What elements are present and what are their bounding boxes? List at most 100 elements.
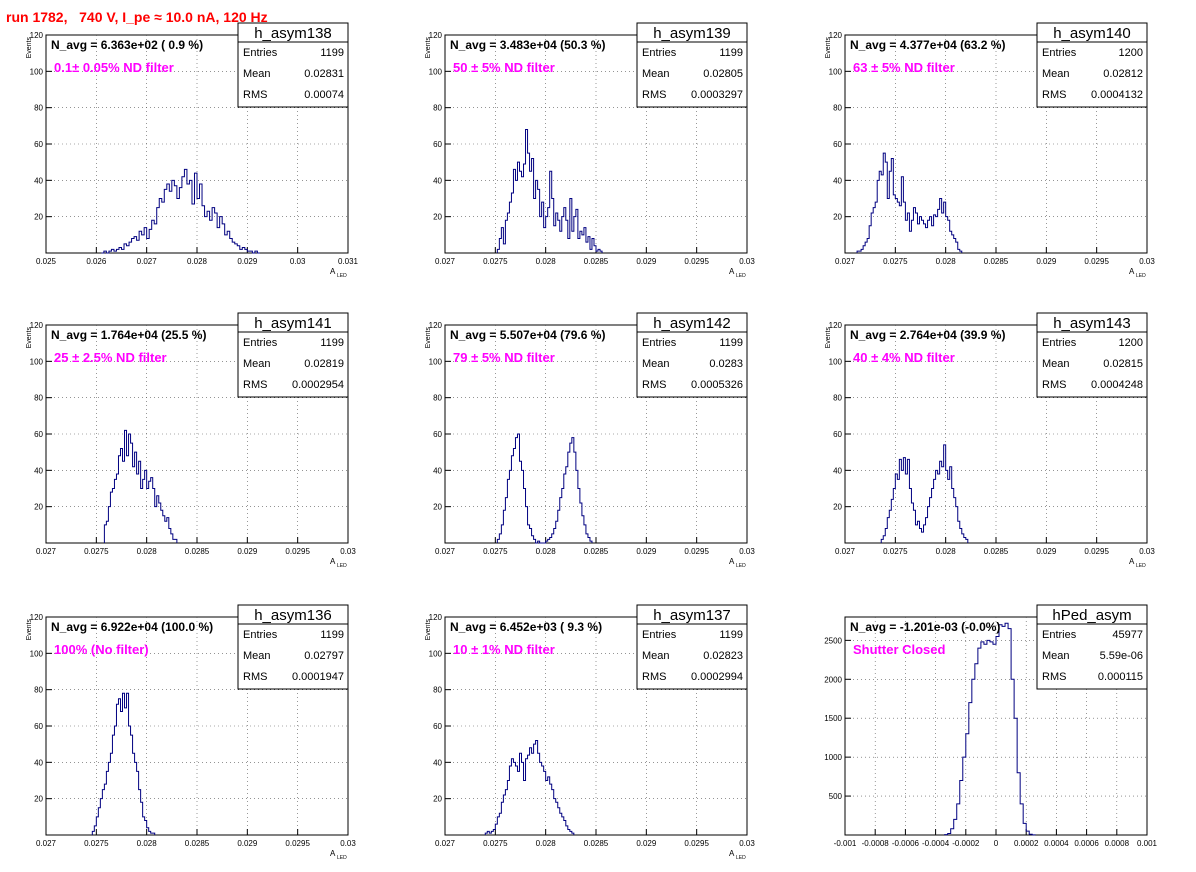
- stats-rms-value: 0.0004248: [1091, 379, 1143, 391]
- x-tick-label: 0.0295: [684, 839, 709, 848]
- stats-rms-label: RMS: [642, 671, 666, 683]
- y-tick-label: 120: [829, 321, 843, 330]
- x-axis-title: A: [330, 557, 336, 566]
- x-tick-label: 0.027: [435, 839, 456, 848]
- x-axis-title-subscript: LED: [337, 855, 347, 861]
- y-tick-label: 60: [433, 140, 442, 149]
- y-axis-title: Events: [825, 327, 832, 349]
- stats-mean-value: 0.02831: [304, 68, 344, 80]
- stats-mean-value: 0.02815: [1103, 358, 1143, 370]
- navg-label: N_avg = 6.452e+03 ( 9.3 %): [450, 620, 602, 634]
- y-tick-label: 20: [34, 213, 43, 222]
- stats-mean-value: 0.02823: [703, 650, 743, 662]
- x-tick-label: 0.028: [536, 839, 557, 848]
- x-axis-title: A: [729, 267, 735, 276]
- y-tick-label: 40: [433, 176, 442, 185]
- histogram-hPed_asym: -0.001 -0.0008 -0.0006 -0.0004 -0.0002 0 0.000…: [824, 604, 1158, 848]
- stats-rms-value: 0.0002954: [292, 379, 344, 391]
- stats-entries-label: Entries: [243, 337, 278, 349]
- navg-label: N_avg = 5.507e+04 (79.6 %): [450, 328, 605, 342]
- histogram-h_asym138: 0.025 0.026 0.027 0.028 0.029 0.03 0.031 20 40 60…: [26, 22, 359, 279]
- x-tick-label: 0.0295: [684, 257, 709, 266]
- navg-label: N_avg = 3.483e+04 (50.3 %): [450, 38, 605, 52]
- x-axis-title-subscript: LED: [1136, 563, 1146, 569]
- y-tick-label: 20: [833, 503, 842, 512]
- stats-rms-label: RMS: [243, 379, 267, 391]
- y-tick-label: 120: [30, 613, 44, 622]
- histogram-line: [496, 433, 593, 544]
- filter-label: 25 ± 2.5% ND filter: [54, 350, 167, 365]
- x-tick-label: 0.028: [536, 257, 557, 266]
- y-tick-label: 100: [829, 67, 843, 76]
- histogram-line: [880, 444, 969, 543]
- stats-entries-value: 1199: [320, 629, 344, 641]
- y-tick-label: 40: [433, 466, 442, 475]
- stats-mean-label: Mean: [243, 68, 271, 80]
- y-tick-label: 120: [429, 321, 443, 330]
- x-tick-label: 0.03: [739, 839, 755, 848]
- x-tick-label: 0.0275: [483, 839, 508, 848]
- x-axis-title-subscript: LED: [736, 273, 746, 279]
- y-tick-label: 60: [34, 722, 43, 731]
- y-tick-label: 80: [34, 686, 43, 695]
- x-tick-label: 0.029: [1036, 547, 1057, 556]
- y-tick-label: 20: [34, 795, 43, 804]
- stats-entries-label: Entries: [642, 47, 677, 59]
- stats-entries-label: Entries: [243, 47, 278, 59]
- filter-label: 100% (No filter): [54, 642, 149, 657]
- stats-mean-value: 5.59e-06: [1100, 650, 1143, 662]
- stats-rms-label: RMS: [1042, 379, 1066, 391]
- x-axis-title-subscript: LED: [736, 855, 746, 861]
- x-tick-label: 0.0275: [483, 257, 508, 266]
- x-tick-label: -0.001: [834, 839, 857, 848]
- x-tick-label: 0.0275: [483, 547, 508, 556]
- x-axis-title: A: [330, 267, 336, 276]
- y-axis-title: Events: [26, 327, 33, 349]
- y-tick-label: 20: [433, 503, 442, 512]
- stats-box: [237, 22, 349, 108]
- y-tick-label: 2500: [824, 636, 842, 645]
- y-tick-label: 20: [433, 213, 442, 222]
- filter-label: 40 ± 4% ND filter: [853, 350, 955, 365]
- stats-box: [636, 312, 748, 398]
- stats-mean-label: Mean: [642, 68, 670, 80]
- x-tick-label: 0.0295: [1084, 257, 1109, 266]
- y-tick-label: 60: [833, 140, 842, 149]
- stats-rms-value: 0.0003297: [691, 89, 743, 101]
- histogram-line: [856, 152, 963, 253]
- histogram-h_asym136: 0.027 0.0275 0.028 0.0285 0.029 0.0295 0.03 20 4…: [26, 604, 356, 861]
- stats-box: [1036, 22, 1148, 108]
- y-tick-label: 100: [429, 67, 443, 76]
- histogram-h_asym141: 0.027 0.0275 0.028 0.0285 0.029 0.0295 0.03 20 4…: [26, 312, 356, 569]
- x-axis-title: A: [729, 849, 735, 858]
- x-tick-label: 0.025: [36, 257, 57, 266]
- y-tick-label: 100: [30, 357, 44, 366]
- y-tick-label: 1000: [824, 753, 842, 762]
- x-tick-label: 0.027: [137, 257, 158, 266]
- histogram-h_asym143: 0.027 0.0275 0.028 0.0285 0.029 0.0295 0.03 20 4…: [825, 312, 1155, 569]
- stats-rms-label: RMS: [243, 89, 267, 101]
- x-tick-label: 0.028: [936, 547, 957, 556]
- filter-label: Shutter Closed: [853, 642, 946, 657]
- stats-mean-label: Mean: [243, 358, 271, 370]
- x-tick-label: 0.029: [636, 257, 657, 266]
- x-tick-label: 0.03: [1139, 257, 1155, 266]
- stats-entries-label: Entries: [1042, 629, 1077, 641]
- y-tick-label: 60: [433, 722, 442, 731]
- x-tick-label: 0.0285: [584, 839, 609, 848]
- x-axis-title: A: [330, 849, 336, 858]
- stats-mean-value: 0.02819: [304, 358, 344, 370]
- stats-mean-label: Mean: [243, 650, 271, 662]
- y-tick-label: 80: [433, 394, 442, 403]
- y-tick-label: 100: [30, 67, 44, 76]
- y-tick-label: 100: [829, 357, 843, 366]
- stats-rms-label: RMS: [642, 89, 666, 101]
- stats-rms-label: RMS: [642, 379, 666, 391]
- stats-entries-value: 1200: [1119, 47, 1143, 59]
- x-tick-label: 0.0295: [285, 547, 310, 556]
- y-tick-label: 40: [34, 758, 43, 767]
- histogram-name: h_asym139: [653, 25, 731, 42]
- histogram-name: hPed_asym: [1052, 607, 1131, 624]
- histogram-line: [496, 128, 603, 253]
